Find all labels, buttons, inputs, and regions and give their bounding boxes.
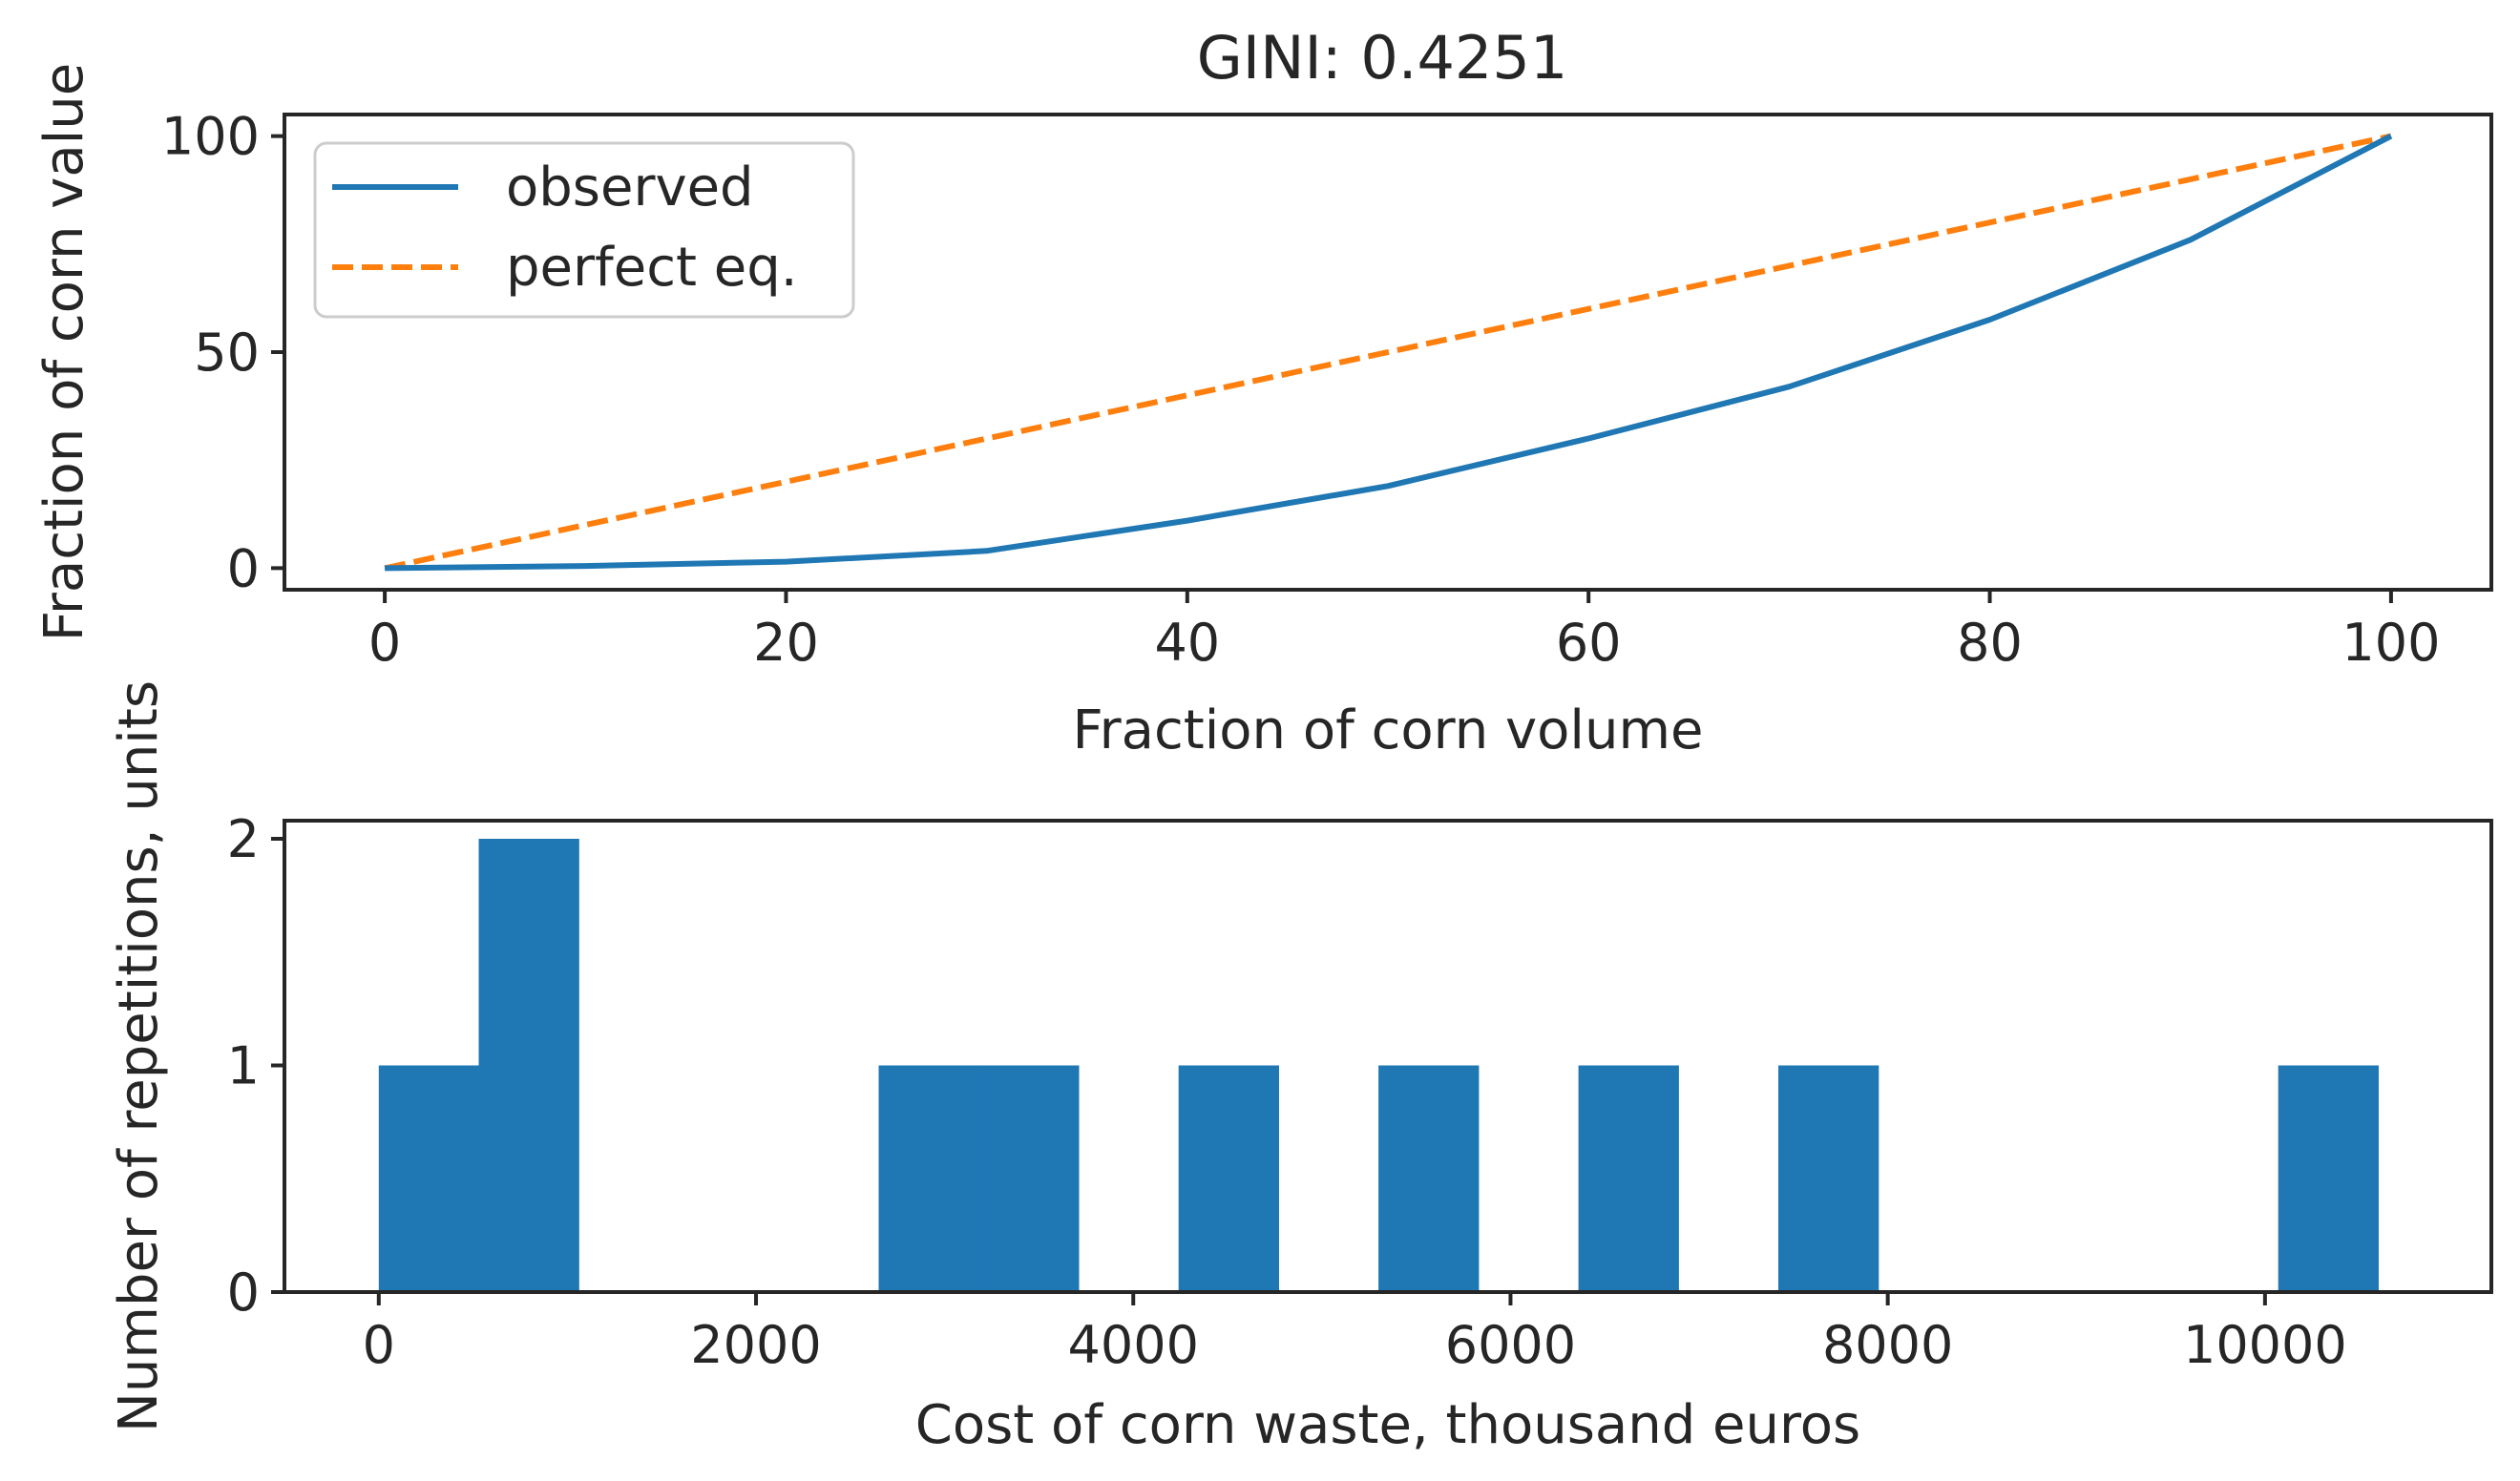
x-tick-label: 40 — [1154, 613, 1220, 673]
y-tick-label: 0 — [227, 1262, 260, 1323]
lorenz-legend: observed perfect eq. — [313, 141, 855, 319]
series-line-perfect-eq — [384, 133, 2392, 572]
histogram-y-axis-label: Number of repetitions, units — [108, 680, 170, 1432]
histogram-x-axis-label: Cost of corn waste, thousand euros — [915, 1394, 1860, 1456]
x-tick-label: 100 — [2342, 613, 2440, 673]
lorenz-title: GINI: 0.4251 — [1197, 23, 1568, 93]
histogram-x-axis: 0 2000 4000 6000 8000 10000 — [363, 1292, 2347, 1375]
histogram-axes-frame — [283, 819, 2493, 1294]
y-tick-label: 50 — [194, 323, 260, 383]
x-tick-label: 10000 — [2183, 1315, 2347, 1375]
x-tick-label: 0 — [363, 1315, 395, 1375]
y-tick-label: 1 — [227, 1036, 260, 1096]
x-tick-label: 4000 — [1068, 1315, 1199, 1375]
histogram-bar — [2278, 1065, 2379, 1292]
histogram-bar — [1578, 1065, 1679, 1292]
histogram-bar — [478, 839, 579, 1292]
histogram-bar — [978, 1065, 1080, 1292]
series-line-observed — [385, 133, 2393, 572]
x-tick-label: 0 — [368, 613, 401, 673]
x-tick-label: 6000 — [1445, 1315, 1576, 1375]
histogram-bar — [1378, 1065, 1480, 1292]
y-tick-label: 0 — [227, 538, 260, 598]
lorenz-plot-area — [384, 133, 2393, 572]
histogram-y-axis: 0 1 2 — [227, 809, 284, 1323]
lorenz-chart: GINI: 0.4251 0 20 40 60 80 100 0 50 100 Fractio… — [33, 23, 2493, 761]
x-tick-label: 2000 — [690, 1315, 821, 1375]
x-tick-label: 80 — [1957, 613, 2023, 673]
lorenz-y-axis: 0 50 100 — [161, 107, 284, 598]
histogram-bar — [878, 1065, 979, 1292]
histogram-bar — [1778, 1065, 1880, 1292]
lorenz-x-axis: 0 20 40 60 80 100 — [368, 590, 2440, 673]
histogram-bar — [1178, 1065, 1279, 1292]
histogram-bar — [378, 1065, 480, 1292]
histogram-bars — [378, 839, 2379, 1292]
x-tick-label: 20 — [753, 613, 819, 673]
legend-perfect-eq-label: perfect eq. — [506, 237, 798, 299]
lorenz-x-axis-label: Fraction of corn volume — [1073, 699, 1704, 761]
x-tick-label: 8000 — [1822, 1315, 1953, 1375]
histogram-chart: 0 2000 4000 6000 8000 10000 0 1 2 Cost of corn … — [108, 680, 2493, 1456]
legend-observed-label: observed — [506, 156, 754, 219]
y-tick-label: 2 — [227, 809, 260, 869]
y-tick-label: 100 — [161, 107, 260, 167]
x-tick-label: 60 — [1556, 613, 1622, 673]
lorenz-y-axis-label: Fraction of corn value — [33, 63, 95, 641]
